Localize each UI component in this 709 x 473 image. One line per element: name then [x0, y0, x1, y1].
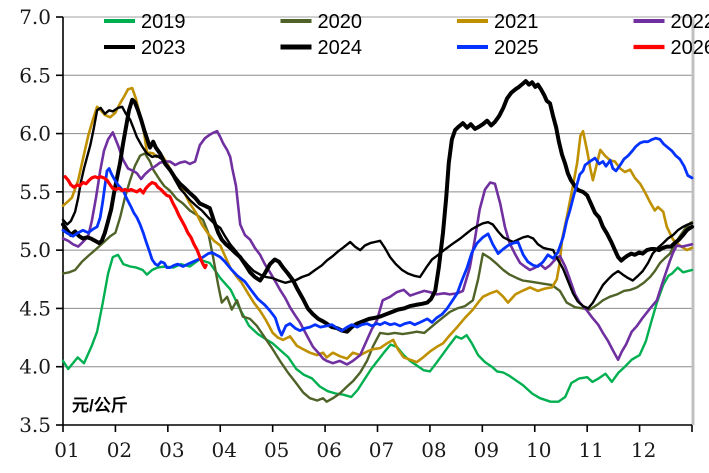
y-axis-label: 4.5 [19, 296, 51, 320]
y-axis-label: 3.5 [19, 413, 51, 437]
x-axis-label: 08 [421, 438, 446, 462]
series-line-2024 [61, 79, 694, 334]
unit-label: 元/公斤 [72, 396, 128, 415]
y-axis-label: 6.5 [19, 63, 51, 87]
x-axis-label: 09 [474, 438, 499, 462]
x-axis-label: 12 [631, 438, 656, 462]
series-line-2022 [61, 129, 694, 366]
x-axis-label: 05 [264, 438, 289, 462]
y-axis-label: 5.0 [19, 238, 51, 262]
y-axis-label: 4.0 [19, 355, 51, 379]
series-line-2026 [63, 175, 208, 270]
x-axis-label: 11 [578, 438, 603, 462]
legend-label-2020: 2020 [318, 11, 363, 33]
series-line-2019 [61, 253, 694, 403]
legend-label-2026: 2026 [671, 37, 709, 59]
x-axis-label: 04 [212, 438, 237, 462]
legend-label-2025: 2025 [494, 37, 539, 59]
y-axis-label: 7.0 [19, 5, 51, 29]
series-line-2020 [61, 152, 694, 403]
x-axis-label: 02 [107, 438, 132, 462]
legend-label-2023: 2023 [141, 37, 186, 59]
series-line-2021 [61, 86, 694, 364]
series-line-2023 [61, 105, 694, 310]
x-axis-label: 07 [369, 438, 394, 462]
legend-label-2021: 2021 [494, 11, 539, 33]
y-axis-label: 5.5 [19, 180, 51, 204]
x-axis-label: 06 [316, 438, 341, 462]
series-line-2025 [61, 136, 694, 337]
x-axis-label: 01 [54, 438, 79, 462]
legend-label-2019: 2019 [141, 11, 186, 33]
x-axis-label: 03 [159, 438, 184, 462]
legend-label-2024: 2024 [318, 37, 363, 59]
y-axis-label: 6.0 [19, 122, 51, 146]
x-axis-label: 10 [526, 438, 551, 462]
